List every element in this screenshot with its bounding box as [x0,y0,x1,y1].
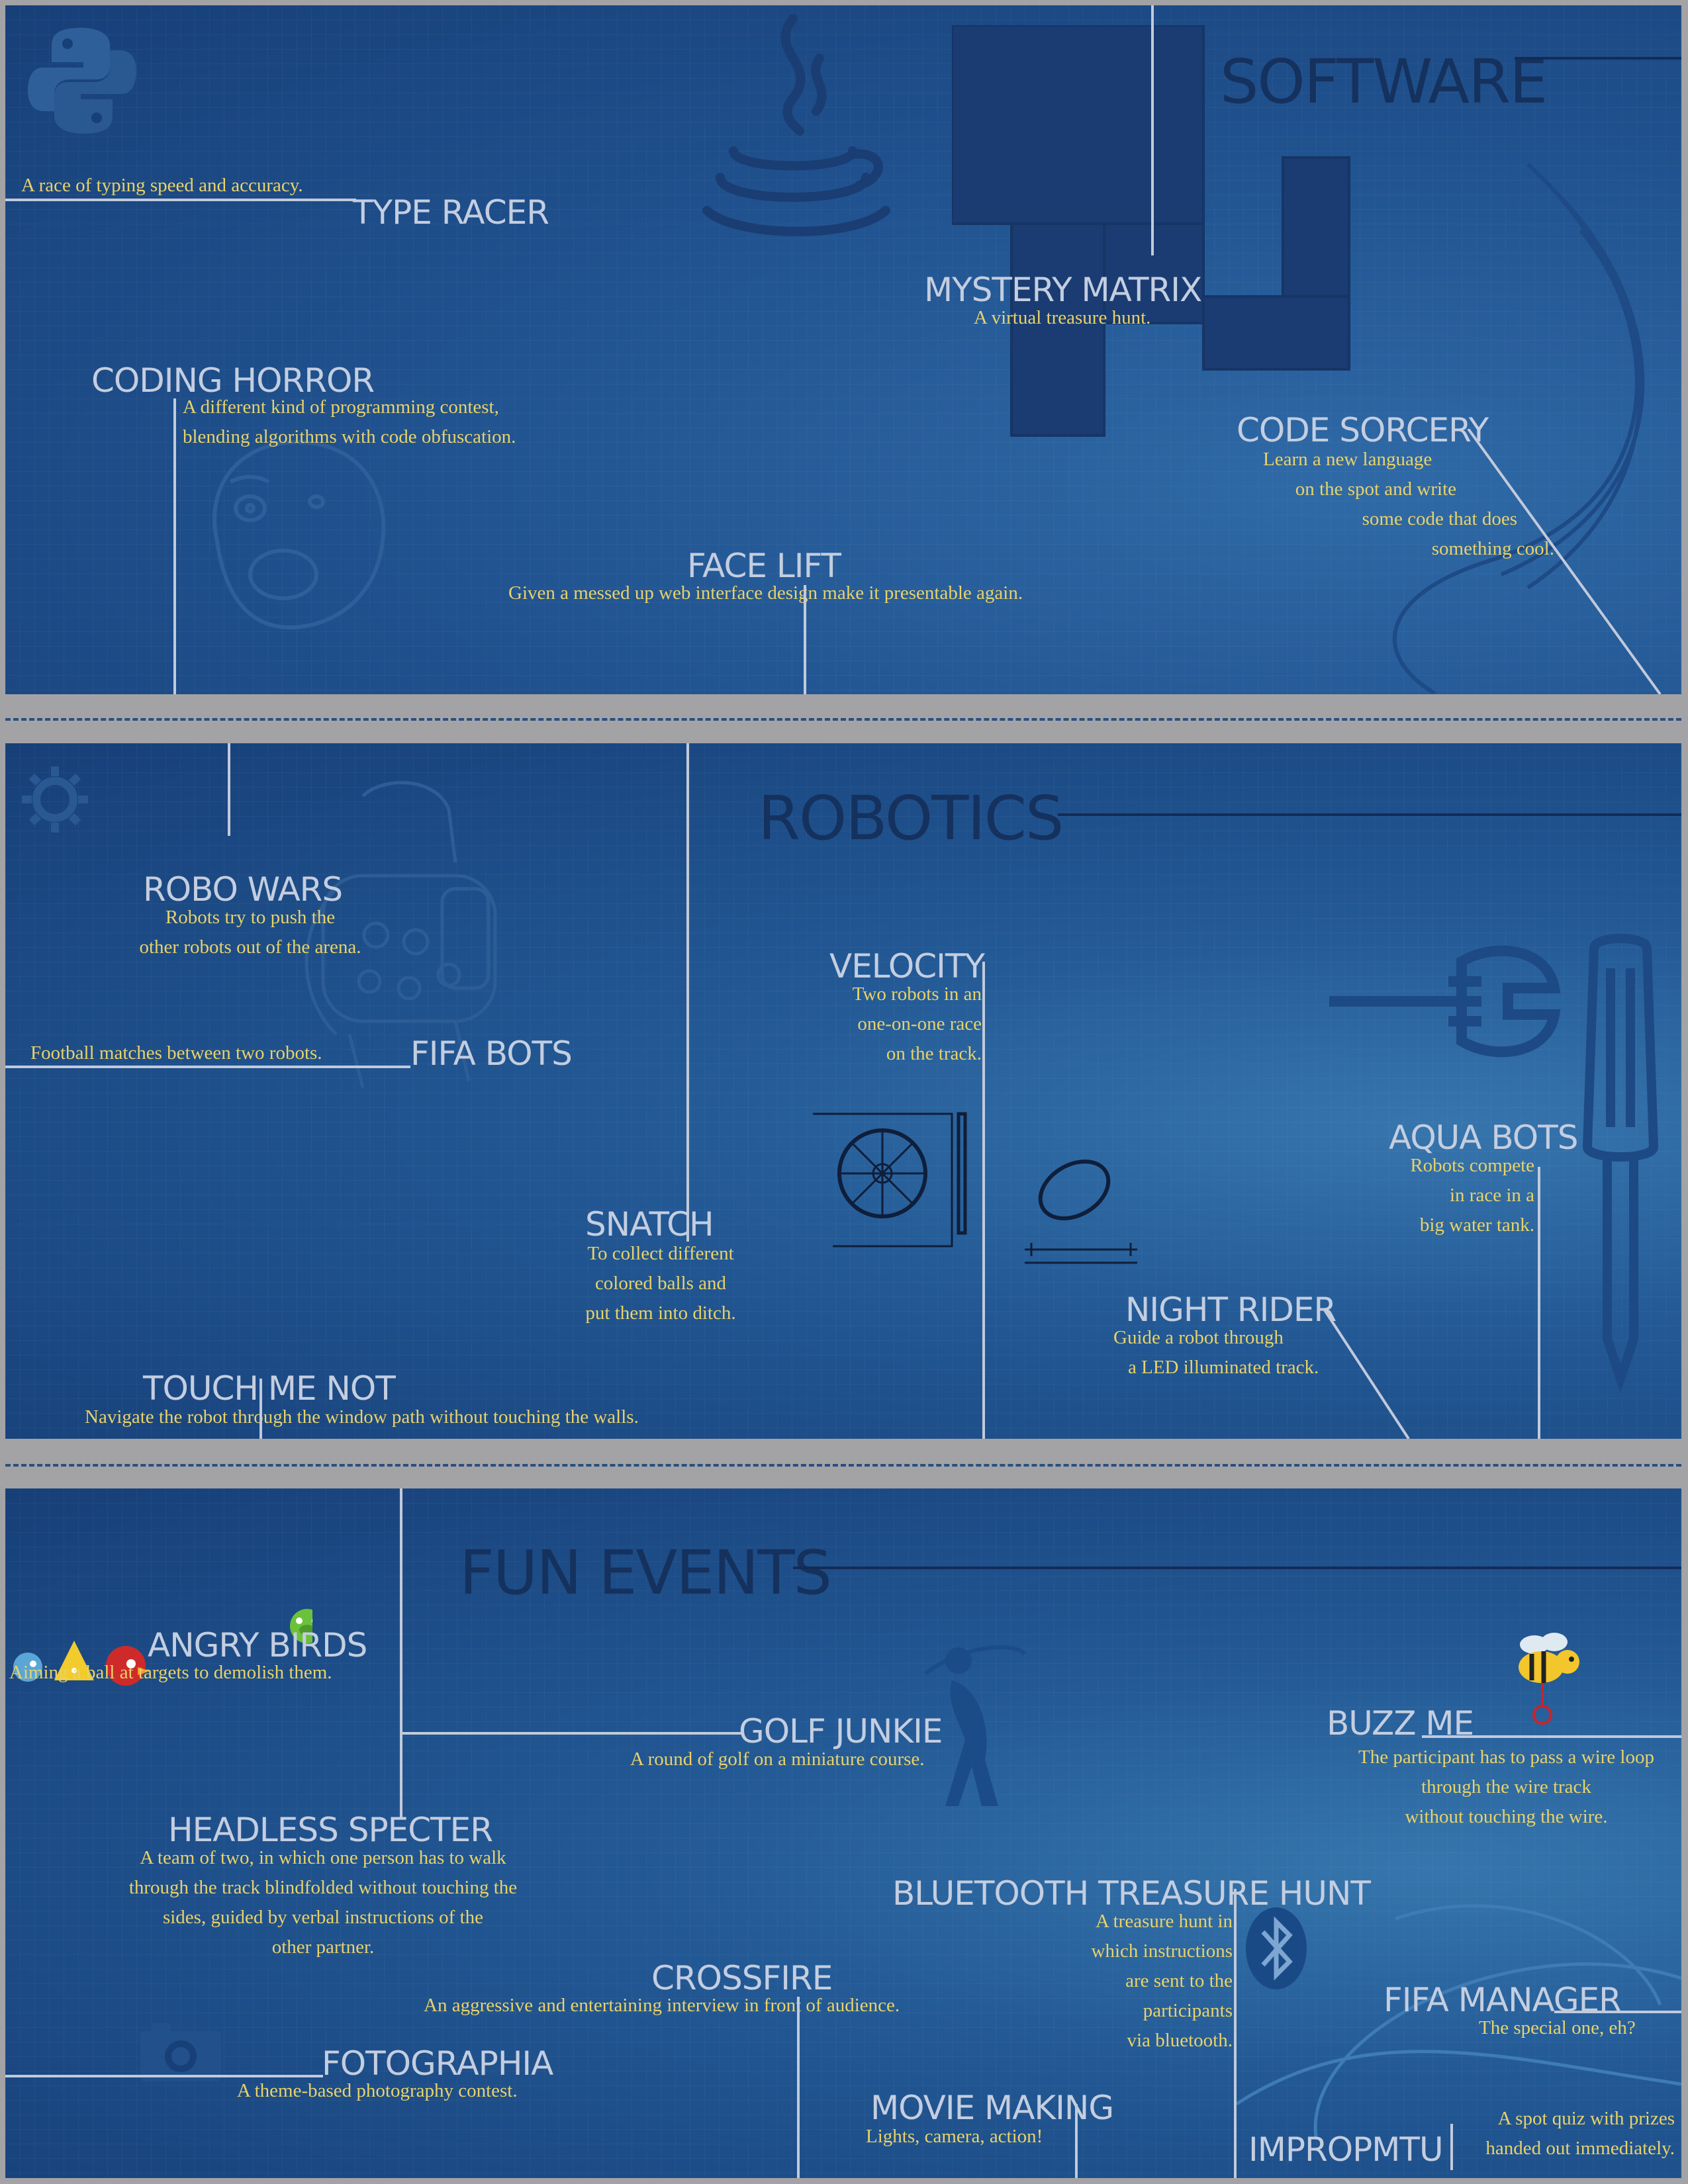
event-fifa-bots: FIFA BOTS [410,1034,573,1073]
event-touch-me-not: TOUCH ME NOT [143,1369,396,1408]
event-snatch: SNATCH [585,1205,714,1244]
tetris-blocks-icon [952,25,1350,437]
crossfire-description: An aggressive and entertaining interview… [424,1995,900,2016]
connector-line [1450,2124,1453,2170]
fotographia-description: A theme-based photography contest. [237,2080,518,2101]
connector-line [1422,1735,1681,1738]
bluetooth-treasure-hunt-description: A treasure hunt in which instructions ar… [1091,1911,1233,2051]
connector-line [1538,1167,1540,1439]
event-movie-making: MOVIE MAKING [870,2089,1114,2127]
title-line [1515,57,1681,60]
golf-junkie-description: A round of golf on a miniature course. [630,1749,925,1770]
section-divider [5,1464,1681,1467]
event-face-lift: FACE LIFT [687,547,841,585]
event-buzz-me: BUZZ ME [1327,1704,1474,1743]
robo-wars-description: Robots try to push the other robots out … [139,907,361,958]
face-lift-description: Given a messed up web interface design m… [508,582,1023,604]
grid-texture [5,743,1681,1439]
swirl-lines-icon [1237,1904,1681,2138]
connector-line [1467,429,1662,694]
section-title-software: SOFTWARE [1220,46,1548,117]
event-robo-wars: ROBO WARS [143,870,343,909]
touch-me-not-description: Navigate the robot through the window pa… [85,1406,639,1428]
connector-line [228,743,230,836]
code-sorcery-description: Learn a new language on the spot and wri… [1263,449,1554,559]
connector-line [1554,2011,1681,2013]
connector-line [804,585,806,694]
event-headless-specter: HEADLESS SPECTER [168,1811,493,1849]
event-coding-horror: CODING HORROR [91,361,375,400]
title-line [1058,813,1681,816]
connector-line [686,743,689,1242]
connector-line [400,1488,402,1819]
event-impropmtu: IMPROPMTU [1248,2130,1444,2169]
robotics-panel: ROBOTICS ROBO WARS Robots try to push th… [5,743,1681,1439]
grid-texture [5,5,1681,694]
camera-icon [140,2023,221,2081]
connector-line [259,1379,262,1439]
velocity-description: Two robots in an one-on-one race on the … [852,983,982,1064]
connector-line [797,1997,800,2178]
movie-making-description: Lights, camera, action! [866,2126,1043,2147]
fun-events-panel: FUN EVENTS ANGRY BIRDS Aiming a ball at … [5,1488,1681,2178]
impropmtu-description: A spot quiz with prizes handed out immed… [1485,2108,1675,2159]
java-cup-icon [702,14,890,236]
event-velocity: VELOCITY [829,947,985,985]
event-golf-junkie: GOLF JUNKIE [739,1712,943,1751]
section-divider [5,718,1681,721]
fifa-bots-description: Football matches between two robots. [30,1042,322,1064]
buzz-me-description: The participant has to pass a wire loop … [1358,1747,1654,1827]
software-panel: SOFTWARE A race of typing speed and accu… [5,5,1681,694]
wrench-icon [1329,945,1561,1058]
connector-line [5,2075,323,2077]
python-logo-icon [28,28,136,134]
snatch-description: To collect different colored balls and p… [585,1243,736,1324]
title-line [793,1567,1681,1569]
event-bluetooth-treasure-hunt: BLUETOOTH TREASURE HUNT [892,1874,1371,1913]
grid-texture [5,1488,1681,2178]
swirl-lines-icon [1392,162,1645,694]
angry-birds-description: Aiming a ball at targets to demolish the… [9,1662,332,1683]
connector-line [1234,1889,1237,2178]
event-code-sorcery: CODE SORCERY [1237,411,1489,449]
connector-line [5,199,356,201]
type-racer-description: A race of typing speed and accuracy. [21,175,303,196]
connector-line [1323,1309,1410,1439]
section-title-robotics: ROBOTICS [758,783,1064,854]
bluetooth-icon [1246,1907,1307,1989]
wheel-blueprint-icon [813,1112,1137,1264]
event-crossfire: CROSSFIRE [651,1959,833,1997]
night-rider-description: Guide a robot through a LED illuminated … [1113,1327,1319,1378]
event-type-racer: TYPE RACER [353,193,549,232]
headless-specter-description: A team of two, in which one person has t… [128,1847,518,1958]
bee-icon [1519,1633,1579,1725]
coding-horror-description: A different kind of programming contest,… [183,396,516,447]
gear-icon [22,766,88,833]
event-fotographia: FOTOGRAPHIA [322,2044,553,2083]
connector-line [5,1066,410,1068]
event-angry-birds: ANGRY BIRDS [148,1626,367,1664]
event-aqua-bots: AQUA BOTS [1389,1118,1578,1157]
connector-line [1151,5,1154,255]
section-title-fun-events: FUN EVENTS [459,1537,832,1608]
mystery-matrix-description: A virtual treasure hunt. [974,307,1151,328]
event-mystery-matrix: MYSTERY MATRIX [924,271,1202,309]
connector-line [1075,2104,1078,2178]
robot-sketch-icon [305,781,497,1088]
event-night-rider: NIGHT RIDER [1125,1291,1336,1329]
fifa-manager-description: The special one, eh? [1479,2017,1636,2038]
screwdriver-icon [1582,934,1659,1394]
golfer-icon [924,1645,1027,1806]
connector-line [400,1732,744,1735]
aqua-bots-description: Robots compete in race in a big water ta… [1410,1155,1534,1236]
angry-birds-icon [13,1609,312,1686]
connector-line [173,398,176,694]
connector-line [982,962,985,1439]
rage-face-icon [212,439,386,630]
